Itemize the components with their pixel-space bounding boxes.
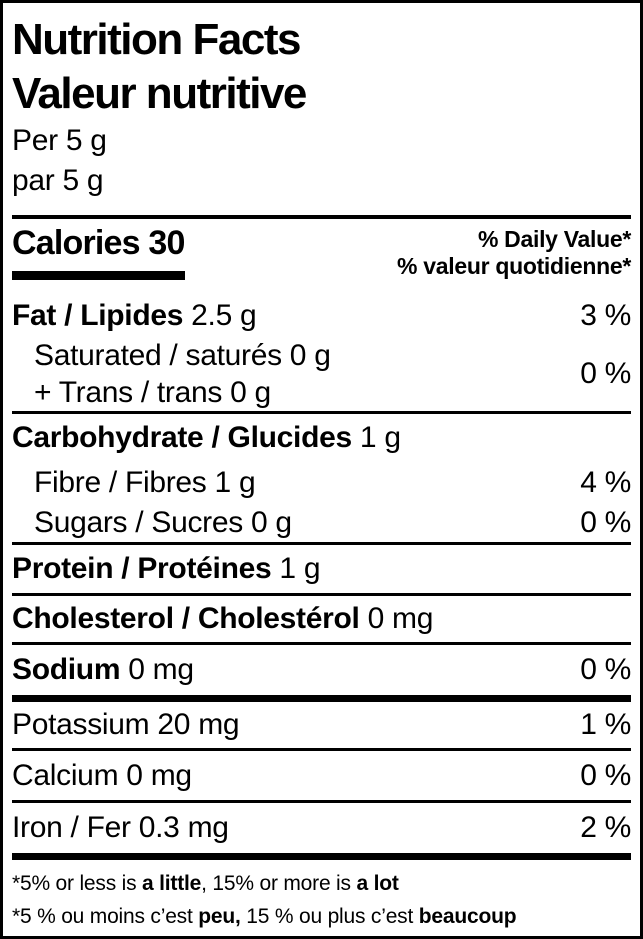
footnote-fr-part1: *5 % ou moins c’est — [12, 905, 199, 928]
footnote-en-part2: , 15% or more is — [201, 872, 357, 895]
footnote-fr-bold2: beaucoup — [418, 905, 517, 928]
fibre-label: Fibre / Fibres 1 g — [34, 466, 256, 499]
calcium-label: Calcium 0 mg — [12, 758, 192, 792]
fat-name: Fat / Lipides — [12, 298, 184, 332]
footnote-fr-part2: 15 % ou plus c’est — [240, 905, 419, 928]
row-cholesterol: Cholesterol / Cholestérol 0 mg — [12, 596, 631, 645]
fibre-daily-value: 4 % — [580, 466, 631, 499]
footnote-en-part1: *5% or less is — [12, 872, 143, 895]
protein-name: Protein / Protéines — [12, 552, 272, 585]
row-calcium: Calcium 0 mg 0 % — [12, 751, 631, 803]
trans-fat-label: + Trans / trans 0 g — [34, 375, 271, 409]
footnote-french: *5 % ou moins c’est peu, 15 % ou plus c’… — [12, 900, 631, 933]
saturated-fat-label: Saturated / saturés 0 g — [34, 338, 331, 372]
fat-daily-value: 3 % — [580, 298, 631, 332]
sugars-daily-value: 0 % — [580, 506, 631, 539]
fat-label: Fat / Lipides 2.5 g — [12, 298, 257, 334]
title-english: Nutrition Facts — [12, 15, 301, 64]
row-iron: Iron / Fer 0.3 mg 2 % — [12, 803, 631, 860]
calcium-daily-value: 0 % — [580, 758, 631, 792]
daily-value-header-english: % Daily Value* — [477, 226, 631, 252]
sodium-name: Sodium — [12, 653, 121, 686]
sodium-amount: 0 mg — [128, 653, 194, 686]
protein-label: Protein / Protéines 1 g — [12, 551, 321, 587]
row-saturated-trans: Saturated / saturés 0 g + Trans / trans … — [12, 336, 631, 414]
serving-size-french: par 5 g — [12, 164, 104, 197]
iron-daily-value: 2 % — [580, 811, 631, 844]
row-potassium: Potassium 20 mg 1 % — [12, 702, 631, 751]
row-fat: Fat / Lipides 2.5 g 3 % — [12, 295, 631, 336]
calories-value: Calories 30 — [12, 224, 185, 262]
row-protein: Protein / Protéines 1 g — [12, 545, 631, 596]
label-header: Nutrition Facts Valeur nutritive Per 5 g… — [12, 3, 631, 219]
sodium-daily-value: 0 % — [580, 653, 631, 686]
carbohydrate-amount: 1 g — [359, 421, 401, 454]
iron-label: Iron / Fer 0.3 mg — [12, 811, 229, 844]
calories-underline-bar — [12, 271, 185, 280]
serving-size-english: Per 5 g — [12, 124, 107, 157]
potassium-label: Potassium 20 mg — [12, 708, 240, 741]
row-fibre: Fibre / Fibres 1 g 4 % — [12, 462, 631, 504]
daily-value-header: % Daily Value* % valeur quotidienne* — [397, 224, 631, 280]
footnote-en-bold1: a little — [142, 872, 202, 895]
row-sugars: Sugars / Sucres 0 g 0 % — [12, 504, 631, 545]
title-french: Valeur nutritive — [12, 69, 307, 118]
footnote-english: *5% or less is a little, 15% or more is … — [12, 867, 631, 900]
carbohydrate-name: Carbohydrate / Glucides — [12, 421, 352, 454]
footnote-fr-bold1: peu, — [198, 905, 241, 928]
footnote-en-bold2: a lot — [356, 872, 399, 895]
daily-value-header-french: % valeur quotidienne* — [397, 253, 631, 279]
calories-section: Calories 30 % Daily Value* % valeur quot… — [12, 219, 631, 295]
carbohydrate-label: Carbohydrate / Glucides 1 g — [12, 420, 401, 456]
sugars-label: Sugars / Sucres 0 g — [34, 506, 292, 539]
cholesterol-label: Cholesterol / Cholestérol 0 mg — [12, 601, 433, 637]
cholesterol-name: Cholesterol / Cholestérol — [12, 602, 360, 635]
fat-amount: 2.5 g — [191, 298, 257, 332]
footnotes-section: *5% or less is a little, 15% or more is … — [12, 860, 631, 936]
calories-block: Calories 30 — [12, 224, 185, 280]
potassium-daily-value: 1 % — [580, 708, 631, 741]
protein-amount: 1 g — [279, 552, 321, 585]
cholesterol-amount: 0 mg — [367, 602, 434, 635]
sodium-label: Sodium 0 mg — [12, 652, 194, 688]
row-sodium: Sodium 0 mg 0 % — [12, 645, 631, 702]
saturated-trans-daily-value: 0 % — [580, 356, 631, 390]
saturated-trans-labels: Saturated / saturés 0 g + Trans / trans … — [12, 337, 331, 411]
row-carbohydrate: Carbohydrate / Glucides 1 g — [12, 414, 631, 462]
